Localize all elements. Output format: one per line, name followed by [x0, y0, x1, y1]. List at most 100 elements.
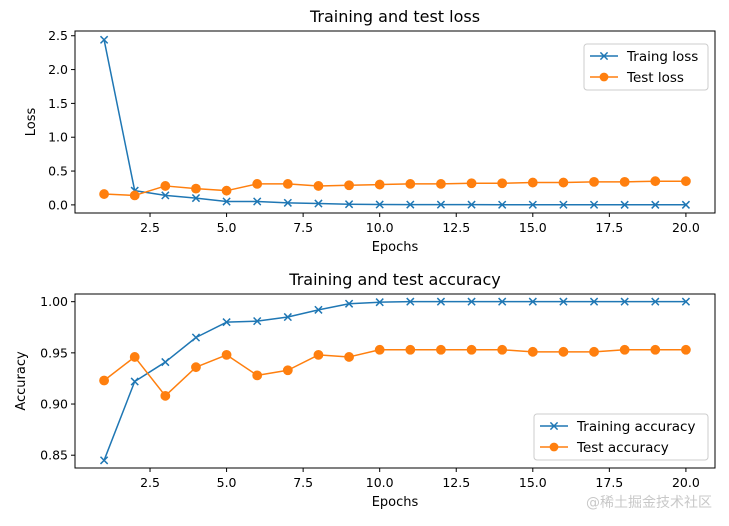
- accuracy-training-point: [99, 456, 109, 465]
- accuracy-legend-swatch-marker: [549, 442, 559, 452]
- accuracy-test-point: [436, 344, 446, 355]
- accuracy-training-point: [620, 297, 629, 306]
- loss-test-point: [497, 178, 508, 189]
- accuracy-y-tick-label: 1.00: [40, 294, 68, 309]
- loss-test-point: [589, 176, 599, 187]
- loss-test-point: [527, 177, 538, 188]
- loss-training-point: [467, 200, 476, 209]
- loss-legend: Traing loss Test loss: [583, 43, 709, 91]
- loss-y-axis-label: Loss: [24, 108, 39, 137]
- loss-chart: Training and test loss 2.5 5.0 7.5 10.0 12.5 1…: [24, 7, 716, 255]
- accuracy-test-point: [527, 346, 538, 357]
- accuracy-test-point: [497, 344, 508, 355]
- loss-x-tick-label: 12.5: [442, 220, 470, 235]
- loss-test-point: [619, 176, 630, 187]
- accuracy-chart: Training and test accuracy 2.5 5.0 7.5 10.0 1…: [14, 270, 716, 510]
- loss-test-point: [374, 179, 385, 190]
- loss-training-point: [283, 198, 292, 207]
- loss-x-tick-label: 17.5: [595, 220, 623, 235]
- accuracy-test-point: [681, 344, 691, 355]
- accuracy-training-point: [130, 377, 139, 386]
- loss-training-point: [344, 200, 354, 209]
- loss-legend-label: Traing loss: [626, 49, 698, 65]
- loss-training-point: [99, 35, 109, 44]
- loss-x-tick-label: 15.0: [519, 220, 547, 235]
- accuracy-test-point: [160, 390, 171, 401]
- loss-test-point: [650, 176, 661, 187]
- accuracy-y-tick-label: 0.95: [40, 345, 68, 360]
- loss-y-tick-label: 1.0: [48, 130, 68, 145]
- loss-training-point: [406, 200, 415, 209]
- accuracy-series-line-training: [103, 300, 686, 461]
- loss-test-point: [313, 181, 324, 191]
- accuracy-x-tick-label: 5.0: [217, 475, 237, 490]
- accuracy-x-tick-label: 2.5: [140, 475, 160, 490]
- accuracy-plot-frame: [74, 293, 716, 469]
- accuracy-test-point: [191, 362, 201, 373]
- accuracy-test-point: [466, 344, 477, 355]
- accuracy-y-tick-label: 0.85: [40, 448, 68, 463]
- loss-training-point: [589, 200, 599, 209]
- loss-chart-title: Training and test loss: [309, 7, 480, 26]
- loss-series-line-training: [103, 39, 686, 206]
- accuracy-test-point: [252, 370, 263, 381]
- loss-training-point: [314, 199, 323, 208]
- accuracy-x-tick-label: 12.5: [442, 475, 470, 490]
- accuracy-training-point: [559, 297, 568, 306]
- loss-training-point: [222, 197, 231, 206]
- accuracy-test-point: [221, 350, 232, 360]
- accuracy-test-point: [589, 346, 599, 357]
- loss-x-tick-label: 10.0: [366, 220, 394, 235]
- loss-x-tick-label: 20.0: [672, 220, 700, 235]
- loss-training-point: [620, 200, 629, 209]
- accuracy-training-point: [253, 316, 262, 326]
- accuracy-legend-label: Training accuracy: [576, 419, 695, 435]
- accuracy-training-point: [467, 297, 476, 306]
- accuracy-test-point: [374, 344, 385, 355]
- loss-training-point: [161, 191, 170, 200]
- accuracy-legend-label: Test accuracy: [576, 440, 669, 456]
- loss-test-point: [252, 179, 263, 189]
- loss-test-point: [160, 181, 171, 191]
- loss-test-point: [282, 179, 293, 189]
- accuracy-chart-title: Training and test accuracy: [288, 270, 500, 289]
- accuracy-test-point: [282, 365, 293, 376]
- loss-x-axis-label: Epochs: [372, 240, 419, 255]
- accuracy-test-point: [650, 344, 661, 355]
- accuracy-test-point: [619, 344, 630, 355]
- loss-test-point: [99, 189, 109, 199]
- accuracy-training-point: [283, 312, 292, 322]
- accuracy-test-point: [129, 352, 140, 362]
- accuracy-series-line-test: [103, 349, 686, 397]
- loss-training-point: [681, 200, 691, 209]
- accuracy-y-tick-label: 0.90: [40, 397, 68, 412]
- accuracy-training-point: [406, 297, 415, 306]
- loss-training-point: [253, 197, 262, 206]
- loss-test-point: [466, 178, 477, 189]
- accuracy-x-tick-label: 17.5: [595, 475, 623, 490]
- accuracy-x-tick-label: 7.5: [293, 475, 313, 490]
- loss-y-tick-label: 0.0: [48, 197, 68, 212]
- accuracy-legend-box: [533, 413, 709, 461]
- accuracy-test-point: [99, 375, 109, 386]
- loss-test-point: [129, 190, 140, 201]
- loss-legend-label: Test loss: [626, 70, 684, 86]
- loss-training-point: [375, 200, 384, 209]
- accuracy-legend: Training accuracy Test accuracy: [533, 413, 709, 461]
- loss-training-point: [559, 200, 568, 209]
- loss-y-tick-label: 2.0: [48, 62, 68, 77]
- loss-test-point: [681, 176, 691, 187]
- accuracy-training-point: [589, 297, 599, 306]
- accuracy-test-point: [313, 350, 324, 360]
- loss-x-tick-label: 2.5: [140, 220, 160, 235]
- accuracy-y-axis-label: Accuracy: [14, 351, 29, 411]
- loss-x-tick-label: 5.0: [217, 220, 237, 235]
- loss-training-point: [436, 200, 446, 209]
- loss-legend-swatch-marker: [599, 72, 609, 82]
- loss-training-point: [498, 200, 507, 209]
- accuracy-legend-swatch-marker: [549, 421, 559, 431]
- loss-test-point: [405, 179, 416, 189]
- accuracy-test-point: [405, 344, 416, 355]
- loss-legend-swatch-marker: [599, 51, 609, 61]
